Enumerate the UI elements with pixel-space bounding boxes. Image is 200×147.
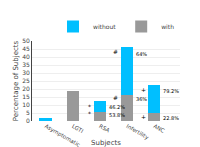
svg-text:RSA: RSA (98, 123, 111, 134)
svg-text:53.8%: 53.8% (109, 112, 125, 118)
svg-text:50: 50 (22, 37, 30, 44)
svg-text:45: 45 (22, 45, 30, 52)
svg-text:40: 40 (22, 53, 30, 60)
svg-text:#: # (113, 94, 118, 101)
svg-text:5: 5 (26, 109, 30, 116)
svg-text:79.2%: 79.2% (163, 88, 179, 94)
svg-text:25: 25 (22, 77, 30, 84)
svg-text:Subjects: Subjects (91, 139, 121, 147)
svg-text:Asymptomatic: Asymptomatic (43, 123, 81, 147)
svg-text:+: + (141, 86, 146, 93)
svg-text:46.2%: 46.2% (109, 104, 125, 110)
svg-text:0: 0 (26, 117, 30, 124)
svg-text:20: 20 (22, 85, 30, 92)
svg-text:Infertility: Infertility (125, 123, 151, 142)
svg-text:+: + (141, 113, 146, 120)
svg-text:36%: 36% (136, 96, 147, 102)
svg-text:35: 35 (22, 61, 30, 68)
svg-text:15: 15 (22, 93, 30, 100)
svg-text:with: with (161, 23, 174, 30)
svg-text:10: 10 (22, 101, 30, 108)
svg-text:22.8%: 22.8% (163, 115, 179, 121)
svg-text:30: 30 (22, 69, 30, 76)
svg-text:without: without (93, 23, 116, 30)
svg-text:*: * (88, 103, 91, 110)
svg-text:64%: 64% (136, 51, 147, 57)
svg-text:LGTI: LGTI (71, 123, 85, 134)
svg-text:#: # (113, 48, 118, 55)
svg-text:ANC: ANC (152, 123, 165, 134)
svg-text:*: * (88, 110, 91, 117)
svg-text:Percentage of Subjects: Percentage of Subjects (12, 40, 20, 121)
